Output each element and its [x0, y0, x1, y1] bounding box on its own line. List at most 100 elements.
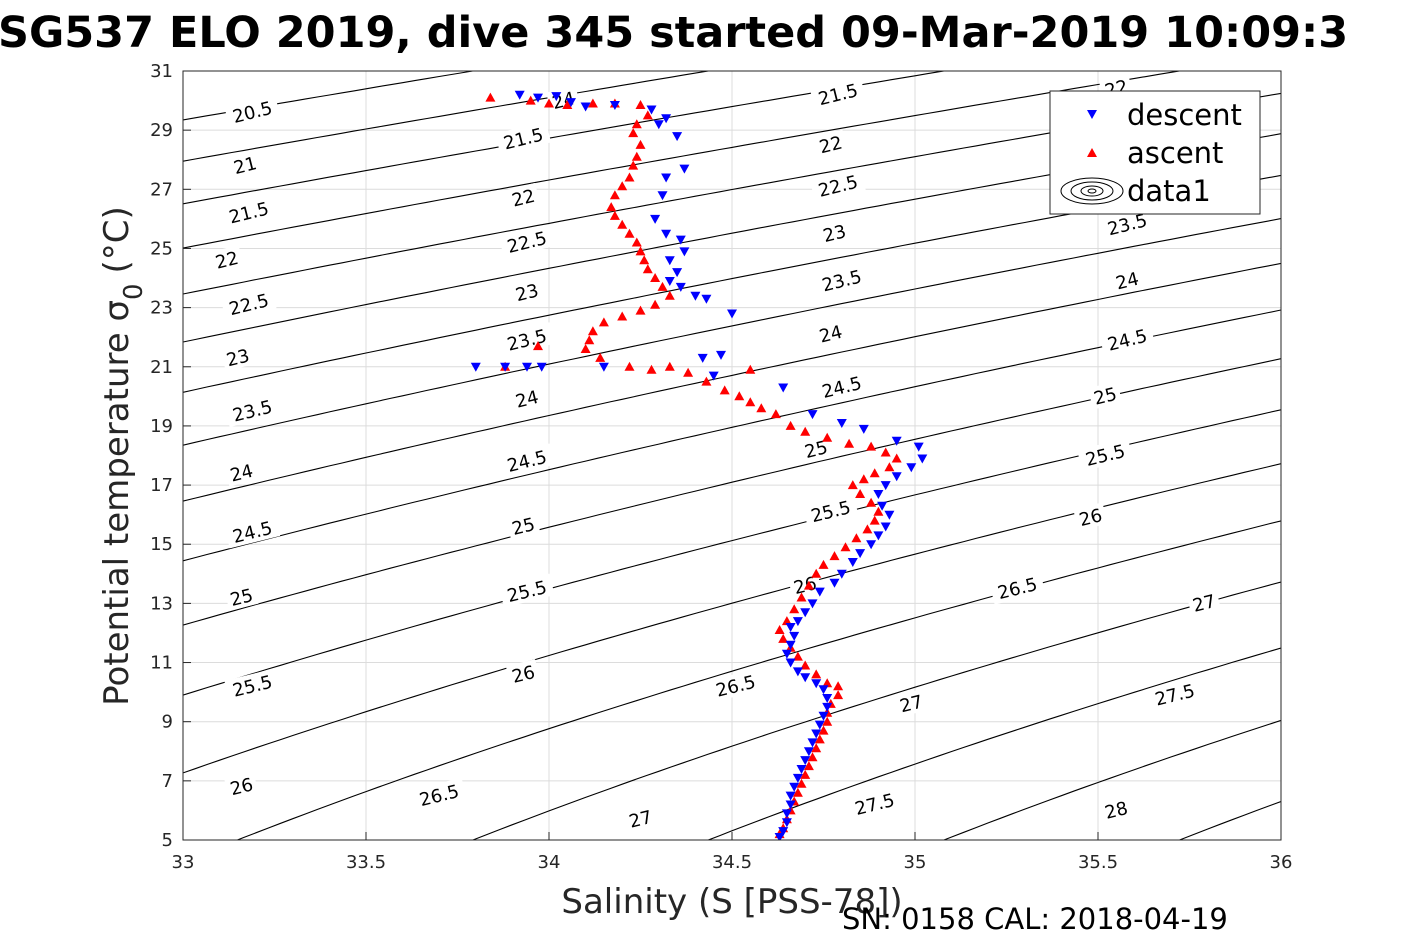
ascent-point: [818, 559, 829, 569]
y-tick-label: 15: [150, 534, 173, 555]
ascent-point: [624, 228, 635, 238]
descent-point: [906, 463, 917, 473]
ascent-point: [635, 139, 646, 149]
descent-series: [470, 90, 928, 840]
ascent-point: [617, 181, 628, 191]
isopycnal-line: [942, 719, 1281, 840]
descent-point: [822, 702, 833, 712]
y-axis-label-unit: (°C): [97, 206, 137, 273]
descent-point: [551, 92, 562, 102]
ascent-point: [833, 681, 844, 691]
x-tick-label: 36: [1270, 852, 1293, 873]
ascent-point: [884, 462, 895, 472]
descent-point: [814, 720, 825, 730]
contour-label-halo: [989, 570, 1046, 605]
ascent-point: [650, 273, 661, 282]
y-tick-label: 17: [150, 475, 173, 496]
contour-label: 22: [505, 182, 541, 212]
contour-label: 24: [509, 384, 544, 413]
ascent-point: [803, 580, 814, 590]
ascent-point: [650, 299, 661, 309]
descent-point: [873, 490, 884, 499]
contour-label-halo: [220, 286, 277, 321]
descent-point: [661, 173, 672, 183]
isopycnal-line: [471, 581, 1281, 840]
contour-label-halo: [220, 342, 255, 372]
ascent-point: [855, 489, 866, 498]
descent-point: [675, 282, 686, 292]
descent-point: [727, 309, 737, 319]
contour-label: 24: [1109, 265, 1145, 294]
y-tick-label: 27: [150, 179, 173, 200]
ascent-point: [818, 725, 829, 735]
descent-point: [785, 640, 796, 650]
descent-point: [807, 599, 818, 609]
contour-label: 27: [623, 804, 658, 833]
ascent-point: [642, 264, 653, 274]
contour-label-halo: [809, 168, 866, 203]
contour-label-halo: [498, 224, 555, 259]
x-tick-label: 35.5: [1078, 852, 1118, 873]
descent-point: [800, 756, 811, 766]
ascent-point: [807, 752, 818, 762]
ascent-point: [745, 397, 756, 407]
ascent-point: [624, 361, 635, 371]
x-tick-label: 35: [904, 852, 927, 873]
descent-point: [877, 501, 888, 511]
x-tick-label: 34.5: [712, 852, 752, 873]
y-tick-label: 25: [150, 238, 173, 259]
descent-point: [829, 578, 840, 588]
ascent-point: [869, 515, 880, 525]
contour-label-halo: [813, 318, 848, 348]
descent-point: [880, 481, 891, 491]
descent-point: [697, 353, 708, 363]
ascent-point: [587, 98, 598, 108]
y-tick-label: 19: [150, 416, 173, 437]
x-axis-label: Salinity (S [PSS-78]): [561, 882, 902, 922]
contour-label-halo: [224, 771, 259, 801]
descent-point: [661, 229, 672, 239]
ascent-point: [609, 190, 620, 200]
ascent-point: [628, 128, 639, 138]
descent-point: [778, 383, 789, 393]
descent-point: [792, 617, 803, 627]
ascent-point: [595, 352, 606, 362]
ascent-point: [525, 95, 536, 105]
isopycnal-line: [183, 262, 1281, 502]
ascent-point: [796, 778, 807, 788]
y-axis-label: Potential temperature σ0 (°C): [97, 206, 149, 706]
legend-descent-marker: [1087, 110, 1097, 119]
isopycnal-line: [183, 309, 1281, 562]
x-tick-label: 33: [172, 852, 195, 873]
ascent-point: [803, 761, 814, 771]
ascent-point: [866, 441, 877, 451]
ascent-point: [635, 305, 646, 315]
descent-point: [917, 454, 928, 464]
ascent-point: [785, 420, 796, 430]
contour-label-halo: [498, 322, 555, 357]
descent-point: [781, 649, 792, 659]
contour-label-halo: [1099, 322, 1155, 357]
descent-point: [708, 371, 719, 381]
y-tick-label: 21: [150, 357, 173, 378]
descent-point: [609, 101, 620, 110]
contour-label-halo: [495, 121, 552, 155]
contour-label-halo: [411, 777, 467, 812]
contour-label: 22: [813, 129, 848, 158]
descent-point: [822, 694, 833, 703]
figure-title: SG537 ELO 2019, dive 345 started 09-Mar-…: [0, 8, 1348, 58]
ascent-point: [844, 438, 855, 448]
contour-label-halo: [227, 150, 263, 179]
descent-point: [811, 729, 822, 739]
contour-label-halo: [1098, 795, 1134, 824]
descent-point: [716, 350, 726, 360]
ascent-point: [617, 311, 628, 321]
ascent-point: [485, 92, 496, 102]
descent-point: [536, 362, 547, 372]
ascent-point: [580, 344, 591, 353]
contour-label-halo: [509, 384, 544, 413]
descent-point: [690, 291, 701, 301]
ascent-point: [781, 616, 792, 626]
ascent-point: [719, 385, 730, 395]
isopycnal-line: [183, 71, 712, 162]
